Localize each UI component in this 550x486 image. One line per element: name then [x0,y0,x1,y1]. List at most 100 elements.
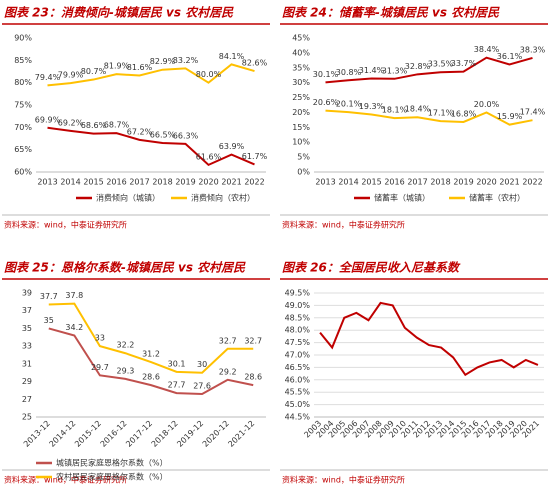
chart-title: 图表 24：储蓄率-城镇居民 vs 农村居民 [282,6,500,20]
x-tick-label: 2015 [83,178,103,187]
x-tick-label: 2017 [407,178,427,187]
data-label: 83.2% [173,56,199,65]
y-tick-label: 10% [292,138,310,147]
data-label: 66.3% [173,131,199,140]
legend-label: 城镇居民家庭恩格尔系数（%） [56,458,168,468]
x-tick-label: 2014 [338,178,358,187]
data-label: 61.7% [242,152,268,161]
legend-label: 储蓄率（农村） [469,193,525,203]
y-tick-label: 45% [292,34,310,43]
y-tick-label: 35% [292,63,310,72]
data-label: 79.9% [58,71,84,80]
data-label: 80.0% [196,70,222,79]
x-tick-label: 2013 [315,178,335,187]
legend-label: 消费倾向（农村） [191,193,255,203]
data-label: 84.1% [219,52,245,61]
legend-label: 消费倾向（城镇） [96,193,160,203]
y-tick-label: 70% [14,123,32,132]
data-label: 63.9% [219,142,245,151]
data-label: 68.7% [104,121,130,130]
y-tick-label: 35 [22,324,32,333]
chart-title: 图表 23：消费倾向-城镇居民 vs 农村居民 [4,6,234,20]
y-tick-label: 37 [22,306,32,315]
y-tick-label: 45.0% [285,400,311,409]
x-tick-label: 2015-12 [73,419,103,449]
y-tick-label: 90% [14,34,32,43]
data-label: 82.6% [242,59,268,68]
source: 资料来源：wind，中泰证券研究所 [282,220,405,230]
data-label: 61.6% [196,152,222,161]
data-label: 17.1% [428,109,454,118]
x-tick-label: 2019-12 [175,419,205,449]
x-tick-label: 2013 [37,178,57,187]
x-tick-label: 2020-12 [201,419,231,449]
data-label: 17.4% [520,108,546,117]
y-tick-label: 0% [297,168,310,177]
y-tick-label: 46.0% [285,375,311,384]
data-label: 81.9% [104,62,130,71]
data-label: 31.2 [142,350,160,359]
y-tick-label: 85% [14,56,32,65]
data-label: 81.6% [127,63,153,72]
data-label: 18.4% [405,105,431,114]
y-tick-label: 27 [22,395,32,404]
x-tick-label: 2017-12 [124,419,154,449]
legend-label: 储蓄率（城镇） [374,193,430,203]
data-label: 32.7 [244,336,262,345]
chart-title: 图表 26：全国居民收入尼基系数 [282,261,461,275]
y-tick-label: 48.5% [285,313,311,322]
y-tick-label: 44.5% [285,413,311,422]
x-tick-label: 2015 [361,178,381,187]
y-tick-label: 15% [292,123,310,132]
data-label: 29.3 [117,366,135,375]
x-tick-label: 2017 [129,178,149,187]
y-tick-label: 39 [22,289,32,298]
data-label: 15.9% [497,112,523,121]
x-tick-label: 2022 [244,178,264,187]
series-line [48,302,254,374]
x-tick-label: 2018-12 [150,419,180,449]
data-label: 20.6% [313,98,339,107]
y-tick-label: 80% [14,78,32,87]
series-line [48,327,254,395]
x-tick-label: 2020 [198,178,218,187]
data-label: 35 [44,316,54,325]
data-label: 20.0% [474,100,500,109]
y-tick-label: 47.0% [285,351,311,360]
data-label: 16.8% [451,109,477,118]
data-label: 28.6 [244,373,262,382]
series-line [325,109,533,126]
x-tick-label: 2014 [60,178,80,187]
data-label: 20.1% [336,100,362,109]
x-tick-label: 2019 [175,178,195,187]
data-label: 37.8 [65,291,83,300]
y-tick-label: 33 [22,342,32,351]
data-label: 80.7% [81,67,107,76]
data-label: 19.3% [359,102,385,111]
data-label: 34.2 [65,323,83,332]
data-label: 29.7 [91,363,109,372]
data-label: 79.4% [35,73,61,82]
x-tick-label: 2021 [499,178,519,187]
data-label: 36.1% [497,52,523,61]
data-label: 38.3% [520,45,546,54]
source: 资料来源：wind，中泰证券研究所 [4,220,127,230]
data-label: 32.2 [117,341,135,350]
data-label: 32.8% [405,62,431,71]
data-label: 33.5% [428,60,454,69]
data-label: 30.8% [336,68,362,77]
y-tick-label: 60% [14,168,32,177]
data-label: 30.1 [168,359,186,368]
x-tick-label: 2014-12 [48,419,78,449]
data-label: 69.2% [58,118,84,127]
x-tick-label: 2016 [106,178,126,187]
legend-label: 农村居民家庭恩格尔系数（%） [56,472,168,482]
data-label: 30 [197,360,207,369]
x-tick-label: 2013-12 [22,419,52,449]
x-tick-label: 2022 [522,178,542,187]
x-tick-label: 2016-12 [99,419,129,449]
data-label: 82.9% [150,57,176,66]
series-line [47,126,255,167]
y-tick-label: 40% [292,48,310,57]
